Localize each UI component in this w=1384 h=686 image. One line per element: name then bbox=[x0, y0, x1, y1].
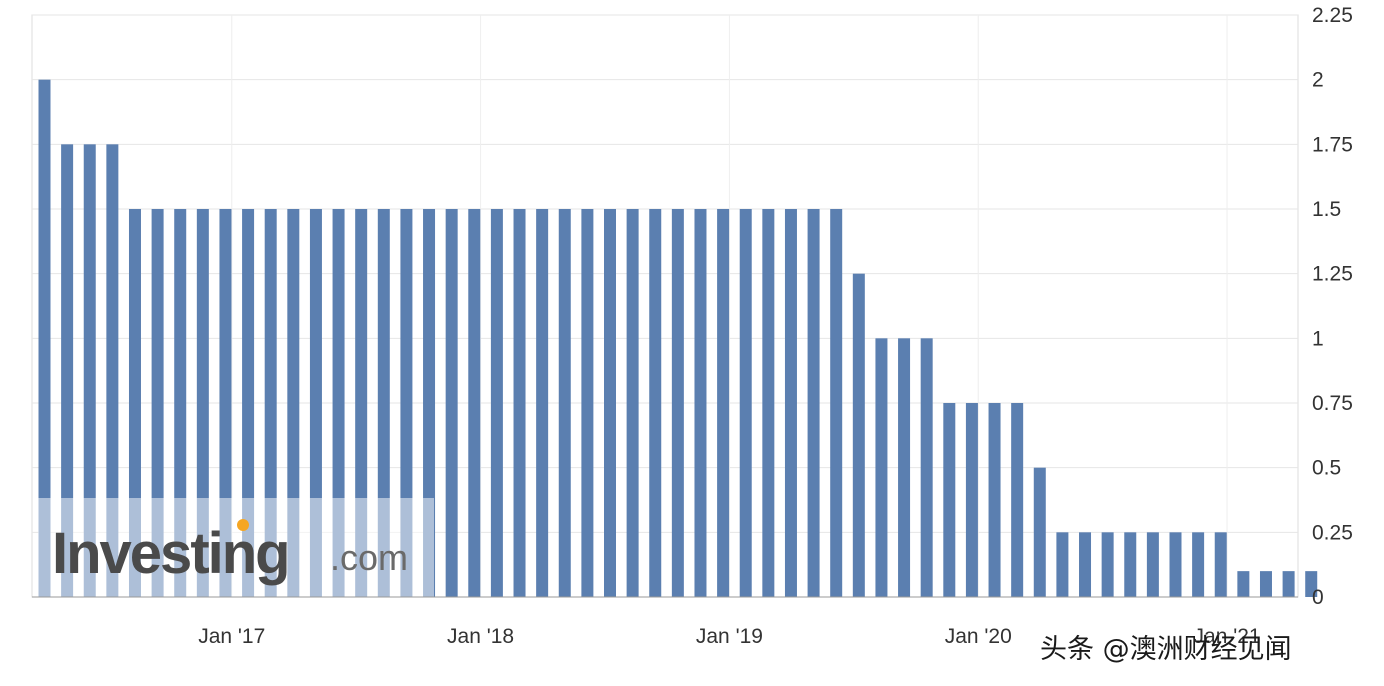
y-tick-label: 1.25 bbox=[1312, 263, 1353, 286]
bar bbox=[1056, 532, 1069, 597]
y-tick-label: 2 bbox=[1312, 69, 1324, 92]
bar bbox=[739, 209, 752, 597]
bar bbox=[988, 403, 1001, 597]
bar bbox=[830, 209, 843, 597]
bar bbox=[852, 273, 865, 597]
bar bbox=[581, 209, 594, 597]
x-axis-ticks: Jan '17 Jan '18 Jan '19 Jan '20 Jan '21 bbox=[198, 625, 1260, 648]
y-tick-label: 0.25 bbox=[1312, 521, 1353, 544]
investing-watermark: Investing .com bbox=[38, 498, 434, 597]
y-tick-label: 0 bbox=[1312, 586, 1324, 609]
bar bbox=[468, 209, 481, 597]
bar bbox=[83, 144, 96, 597]
x-tick-label: Jan '18 bbox=[447, 625, 514, 648]
bar bbox=[61, 144, 74, 597]
bar bbox=[513, 209, 526, 597]
bar bbox=[1124, 532, 1137, 597]
bar bbox=[1192, 532, 1205, 597]
bar bbox=[1305, 571, 1318, 597]
bar bbox=[604, 209, 616, 597]
bar bbox=[106, 144, 119, 597]
bar bbox=[445, 209, 458, 597]
y-tick-label: 2.25 bbox=[1312, 4, 1353, 27]
bar bbox=[649, 209, 662, 597]
bar bbox=[671, 209, 684, 597]
bar bbox=[1214, 532, 1227, 597]
watermark-suffix: .com bbox=[330, 537, 408, 578]
y-tick-label: 1.5 bbox=[1312, 198, 1341, 221]
bar bbox=[1259, 571, 1272, 597]
credit-text: 头条 @澳洲财经见闻 bbox=[1040, 634, 1292, 665]
bar bbox=[1146, 532, 1159, 597]
bar bbox=[807, 209, 820, 597]
bar bbox=[1101, 532, 1114, 597]
bar bbox=[490, 209, 503, 597]
bar bbox=[694, 209, 707, 597]
bar bbox=[626, 209, 639, 597]
bar bbox=[965, 403, 978, 597]
bar bbox=[38, 79, 51, 598]
bar bbox=[1282, 571, 1295, 597]
bar bbox=[1237, 571, 1250, 597]
bar bbox=[558, 209, 571, 597]
x-tick-label: Jan '20 bbox=[945, 625, 1012, 648]
y-tick-label: 1.75 bbox=[1312, 133, 1353, 156]
y-tick-label: 0.5 bbox=[1312, 457, 1341, 480]
x-tick-label: Jan '21 bbox=[1194, 625, 1261, 648]
y-axis-ticks: 0 0.25 0.5 0.75 1 1.25 1.5 1.75 2 2.25 bbox=[1312, 4, 1353, 609]
bar bbox=[717, 209, 730, 597]
bar bbox=[1033, 467, 1046, 597]
bar bbox=[1079, 532, 1092, 597]
y-tick-label: 0.75 bbox=[1312, 392, 1353, 415]
bar bbox=[536, 209, 549, 597]
watermark-overlay bbox=[38, 498, 434, 597]
bar bbox=[1169, 532, 1182, 597]
bar bbox=[875, 338, 888, 597]
bar bbox=[1011, 403, 1024, 597]
x-tick-label: Jan '17 bbox=[198, 625, 265, 648]
bar bbox=[784, 209, 797, 597]
bar bbox=[943, 403, 956, 597]
watermark-brand: Investing bbox=[52, 521, 289, 586]
bar bbox=[898, 338, 911, 597]
x-tick-label: Jan '19 bbox=[696, 625, 763, 648]
watermark-accent-dot bbox=[237, 519, 249, 531]
bar bbox=[920, 338, 933, 597]
bar bbox=[762, 209, 775, 597]
y-tick-label: 1 bbox=[1312, 327, 1324, 350]
